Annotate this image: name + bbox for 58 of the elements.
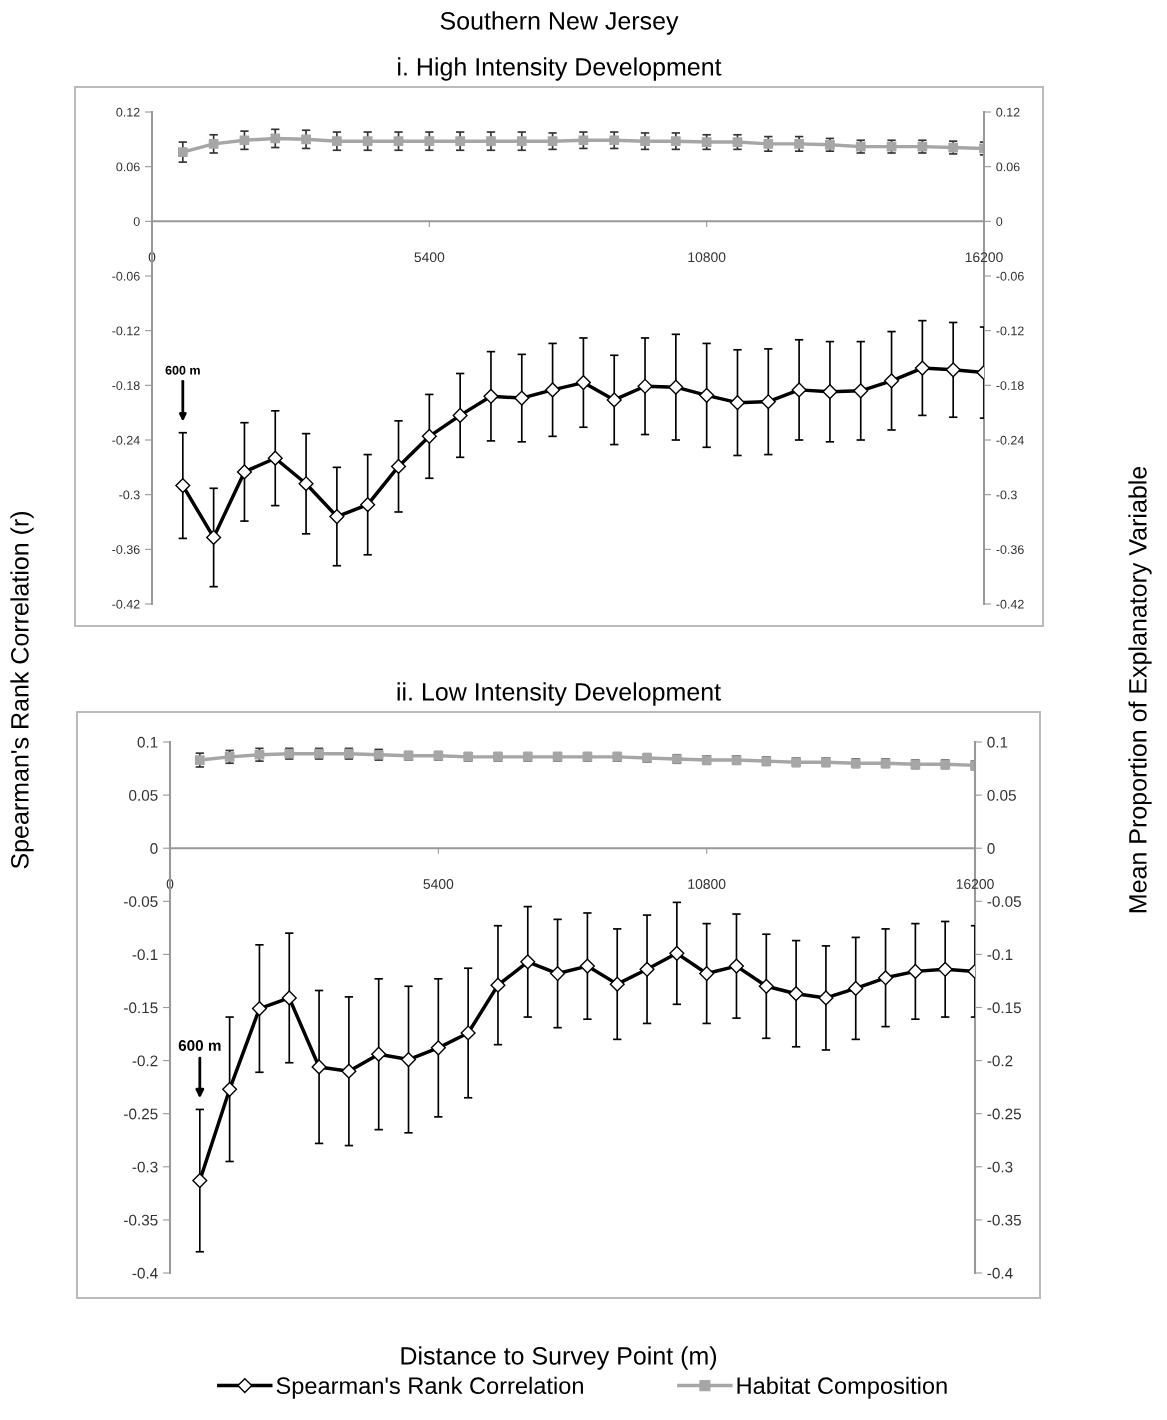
y2-tick-label: -0.05 <box>987 896 1021 907</box>
x-tick-label: 16200 <box>956 879 994 889</box>
x-tick-label: 10800 <box>688 252 726 263</box>
legend-label: Habitat Composition <box>737 1376 947 1399</box>
y2-axis-title: Mean Proportion of Explanatory Variable <box>1128 466 1152 913</box>
y-tick-label: -0.35 <box>124 1214 158 1226</box>
y2-tick-label: -0.35 <box>987 1214 1021 1226</box>
y-tick-label: -0.42 <box>112 599 140 609</box>
y-tick-label: -0.4 <box>132 1267 158 1279</box>
y2-tick-label: 0.05 <box>987 789 1016 801</box>
y2-tick-label: -0.42 <box>996 599 1024 609</box>
y-tick-label: 0.06 <box>116 162 140 172</box>
y-tick-label: -0.24 <box>112 435 140 445</box>
y-tick-label: -0.06 <box>112 271 140 281</box>
x-tick-label: 10800 <box>688 879 726 889</box>
x-tick-label: 5400 <box>423 879 454 889</box>
y2-tick-label: 0 <box>996 217 1003 226</box>
y-axis-title: Spearman's Rank Correlation (r) <box>10 512 34 869</box>
y-tick-label: 0.1 <box>137 736 158 748</box>
y2-tick-label: -0.12 <box>996 326 1024 336</box>
y2-tick-label: 0.12 <box>996 107 1020 117</box>
annotation: 600 m <box>178 1040 221 1051</box>
y2-tick-label: -0.25 <box>987 1108 1021 1120</box>
y2-tick-label: 0.06 <box>996 162 1020 172</box>
annotation: 600 m <box>165 365 200 375</box>
x-axis-title: Distance to Survey Point (m) <box>401 1346 717 1370</box>
y-tick-label: -0.3 <box>119 490 140 500</box>
y2-tick-label: -0.06 <box>996 271 1024 281</box>
y-tick-label: -0.1 <box>132 949 158 961</box>
chart-title: Southern New Jersey <box>440 11 679 35</box>
y2-tick-label: 0 <box>987 843 995 854</box>
y-tick-label: -0.18 <box>112 381 140 390</box>
y2-tick-label: -0.15 <box>987 1002 1021 1014</box>
y2-tick-label: -0.3 <box>996 490 1017 500</box>
legend-label: Spearman's Rank Correlation <box>276 1376 583 1399</box>
y-tick-label: -0.36 <box>112 545 140 554</box>
y-tick-label: 0 <box>133 217 140 226</box>
y2-tick-label: -0.36 <box>996 545 1024 554</box>
y2-tick-label: -0.3 <box>987 1161 1013 1173</box>
y-tick-label: -0.05 <box>124 896 158 907</box>
y2-tick-label: -0.18 <box>996 381 1024 390</box>
y2-tick-label: -0.1 <box>987 949 1013 961</box>
x-tick-label: 16200 <box>965 252 1003 263</box>
y2-tick-label: -0.2 <box>987 1055 1013 1067</box>
x-tick-label: 5400 <box>414 252 445 263</box>
y2-tick-label: -0.24 <box>996 435 1024 445</box>
y-tick-label: -0.25 <box>124 1108 158 1120</box>
y2-tick-label: 0.1 <box>987 736 1008 748</box>
chart-title: ii. Low Intensity Development <box>397 682 721 706</box>
y-tick-label: -0.12 <box>112 326 140 336</box>
y2-tick-label: -0.4 <box>987 1267 1013 1279</box>
y-tick-label: 0 <box>150 843 158 854</box>
y-tick-label: -0.15 <box>124 1002 158 1014</box>
y-tick-label: 0.05 <box>129 789 158 801</box>
y-tick-label: -0.3 <box>132 1161 158 1173</box>
y-tick-label: 0.12 <box>116 107 140 117</box>
chart-subtitle: i. High Intensity Development <box>398 57 722 81</box>
y-tick-label: -0.2 <box>132 1055 158 1067</box>
